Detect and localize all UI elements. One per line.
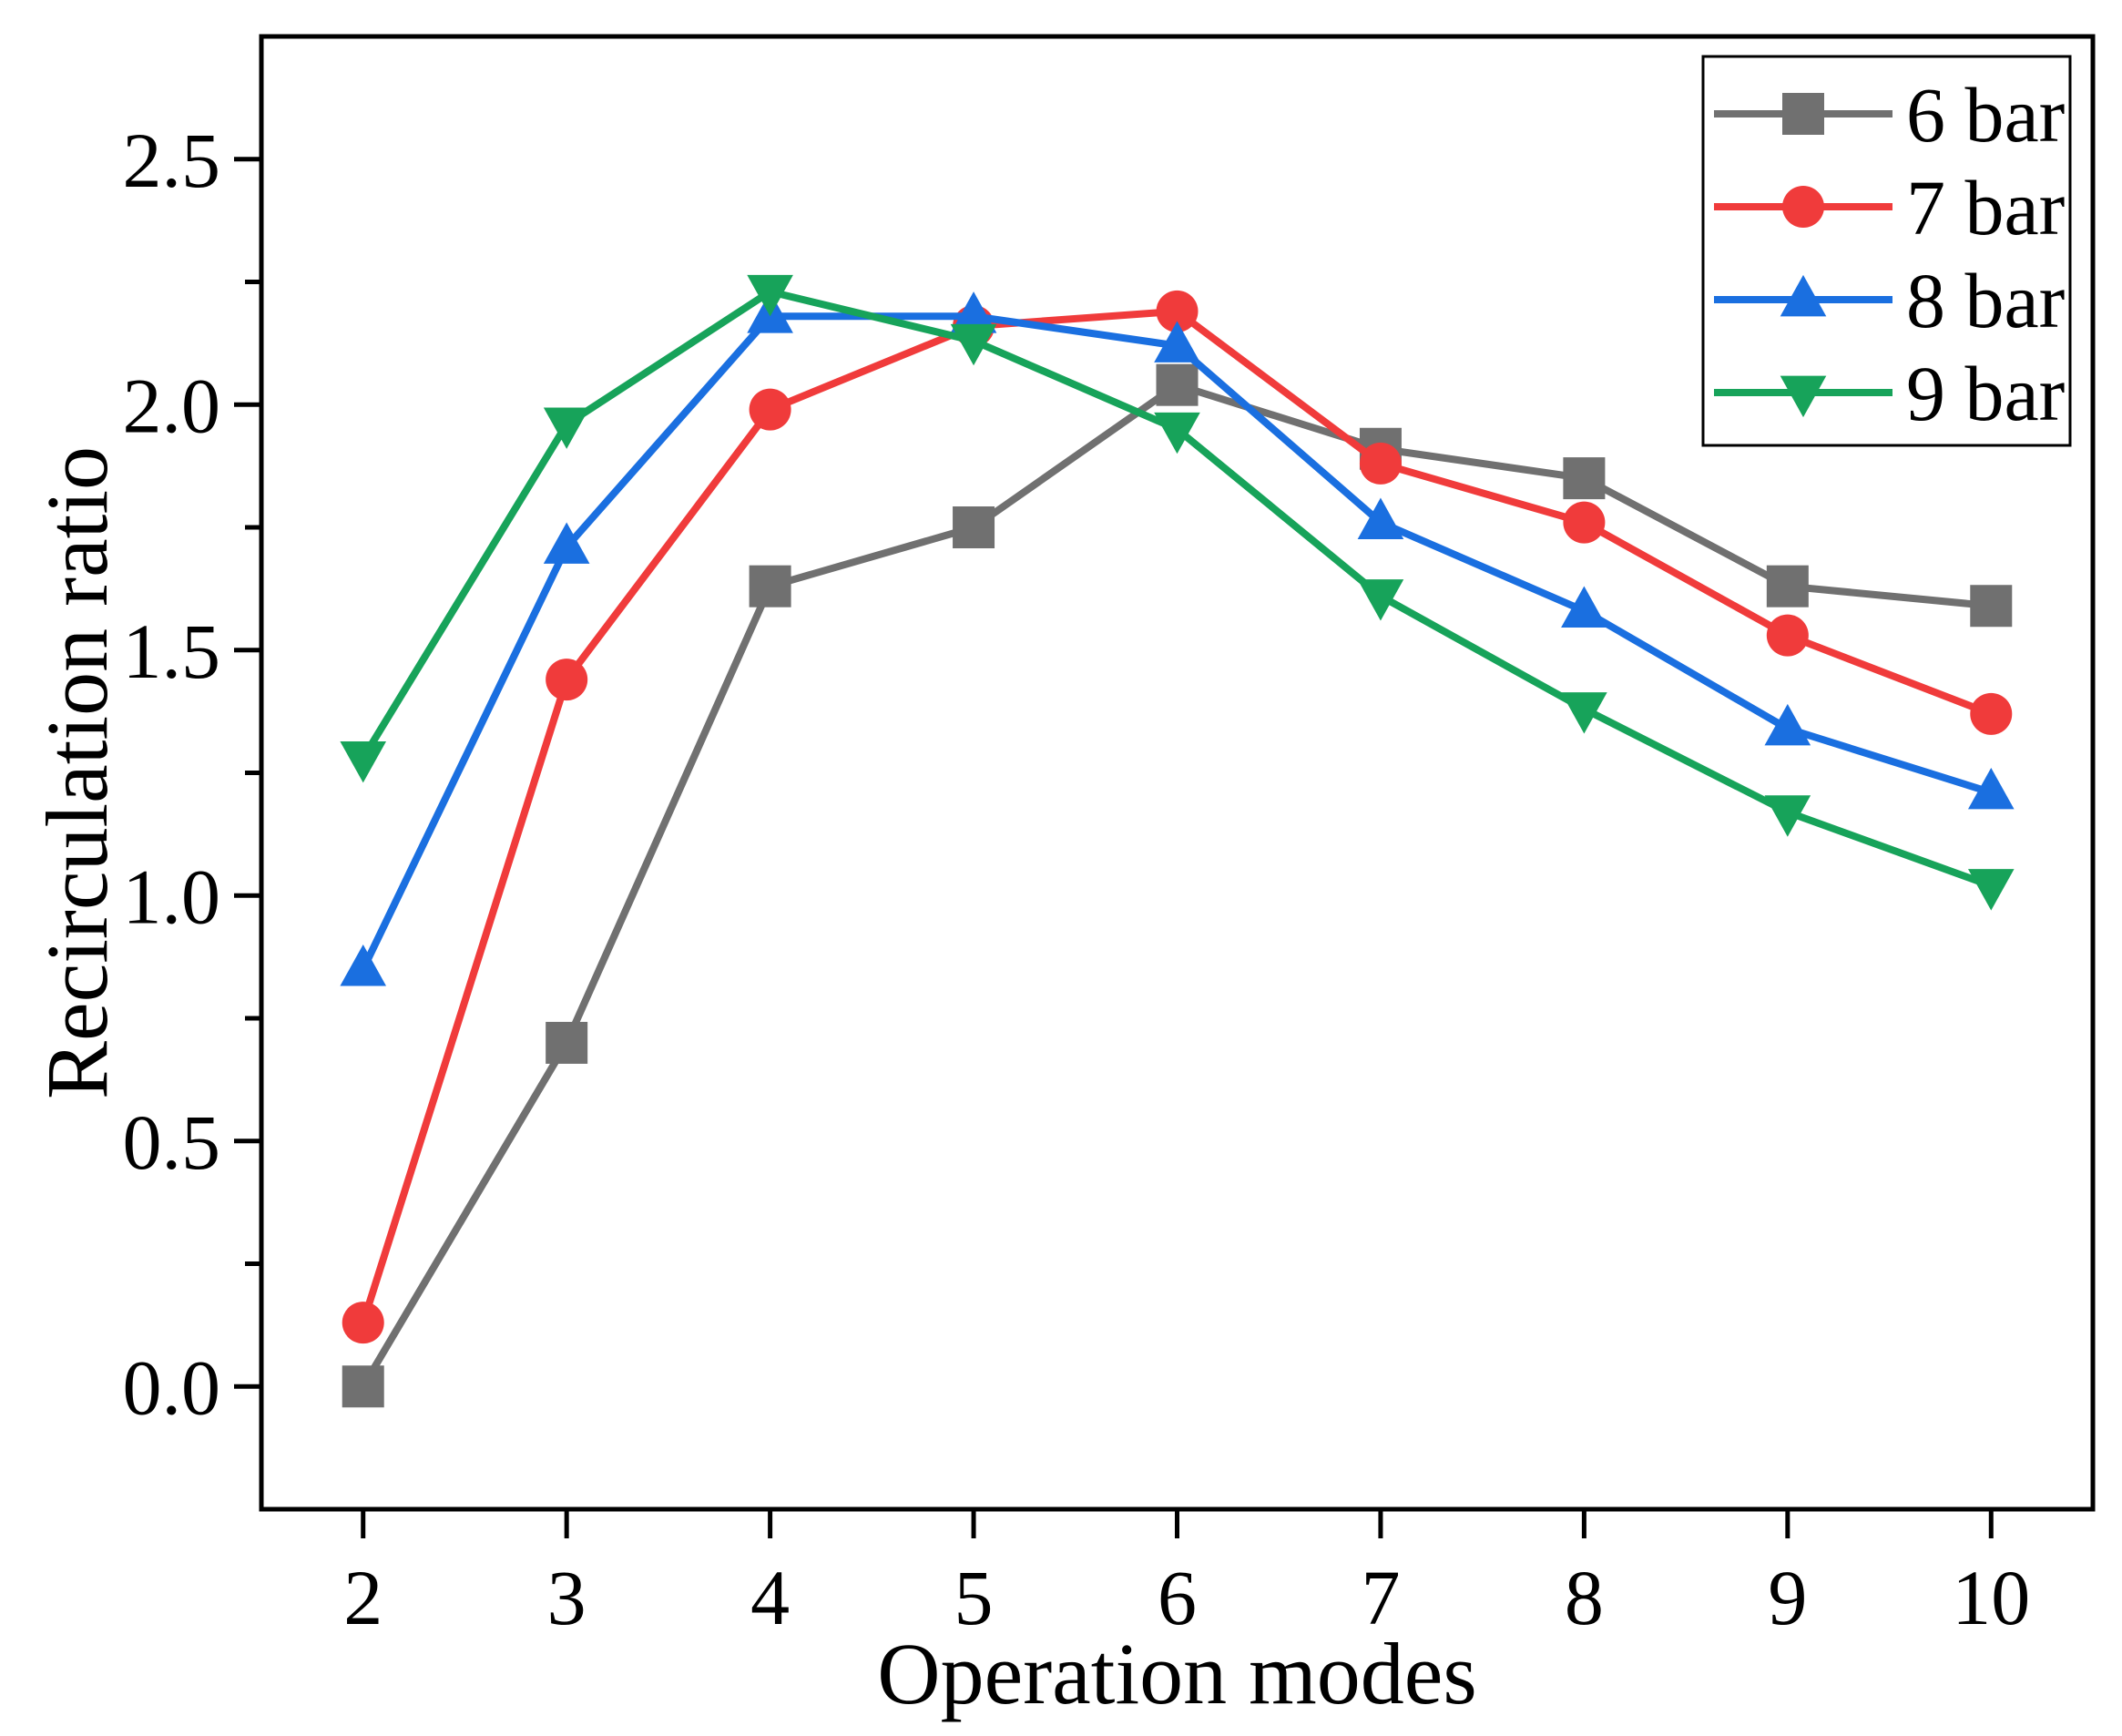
y-tick-label: 1.5 <box>123 608 221 695</box>
legend-marker <box>1780 274 1827 317</box>
x-tick-label: 6 <box>1158 1554 1197 1641</box>
data-point <box>1766 614 1809 657</box>
series-layer <box>340 274 2015 1408</box>
data-point <box>1154 412 1200 454</box>
legend-entry: 7 bar <box>1714 164 2065 251</box>
data-point <box>546 659 588 701</box>
x-tick-label: 2 <box>343 1554 383 1641</box>
data-point <box>342 1302 384 1344</box>
data-point <box>340 740 387 783</box>
legend-marker <box>1780 375 1827 418</box>
data-point <box>1766 565 1809 608</box>
x-tick-label: 10 <box>1952 1554 2030 1641</box>
legend-label: 9 bar <box>1906 350 2065 437</box>
data-point <box>1967 767 2015 810</box>
legend-label: 8 bar <box>1906 257 2065 344</box>
data-point <box>749 565 791 608</box>
series-6-bar <box>342 363 2013 1408</box>
data-point <box>1561 586 1607 628</box>
data-point <box>543 522 590 564</box>
data-point <box>1357 497 1404 539</box>
data-point <box>1156 363 1199 406</box>
data-point <box>1154 321 1200 363</box>
legend-marker <box>1782 186 1824 228</box>
data-point <box>340 945 387 986</box>
x-tick-label: 8 <box>1565 1554 1604 1641</box>
x-tick-label: 9 <box>1768 1554 1807 1641</box>
data-point <box>1970 585 2013 628</box>
data-point <box>546 1021 588 1064</box>
x-tick-label: 4 <box>750 1554 790 1641</box>
series-8-bar <box>340 291 2015 986</box>
ticks-layer: 2 3 4 5 6 7 8 9 10 0.0 0.5 1.0 1.5 2.0 2.5 <box>123 117 2031 1641</box>
data-point <box>1359 442 1402 485</box>
legend-entry: 9 bar <box>1714 350 2065 437</box>
data-point <box>950 323 997 366</box>
data-point <box>543 407 590 449</box>
data-point <box>950 291 997 333</box>
legend-label: 7 bar <box>1906 164 2065 251</box>
x-tick-label: 5 <box>954 1554 994 1641</box>
data-point <box>1764 795 1811 837</box>
y-tick-label: 0.0 <box>123 1343 221 1431</box>
y-tick-label: 0.5 <box>123 1098 221 1186</box>
data-point <box>1563 501 1606 544</box>
x-tick-label: 7 <box>1361 1554 1400 1641</box>
legend-marker <box>1782 93 1824 135</box>
data-point <box>1970 692 2013 735</box>
data-point <box>1156 290 1199 332</box>
y-tick-label: 2.0 <box>123 362 221 449</box>
y-tick-label: 1.0 <box>123 853 221 940</box>
data-point <box>1561 692 1607 734</box>
legend-label: 6 bar <box>1906 71 2065 158</box>
data-point <box>1357 579 1404 621</box>
x-axis-label: Operation modes <box>877 1625 1477 1722</box>
data-point <box>1563 457 1606 500</box>
data-point <box>1967 869 2015 911</box>
series-9-bar <box>340 274 2015 911</box>
x-tick-label: 3 <box>547 1554 587 1641</box>
y-axis-label: Recirculation ratio <box>28 446 126 1099</box>
data-point <box>953 506 995 548</box>
data-point <box>747 274 793 317</box>
data-point <box>749 388 791 431</box>
legend-box <box>1701 55 2072 447</box>
legend-entry: 8 bar <box>1714 257 2065 344</box>
data-point <box>342 1365 384 1408</box>
legend-entry: 6 bar <box>1714 71 2065 158</box>
y-tick-label: 2.5 <box>123 117 221 204</box>
data-point <box>1764 703 1811 746</box>
